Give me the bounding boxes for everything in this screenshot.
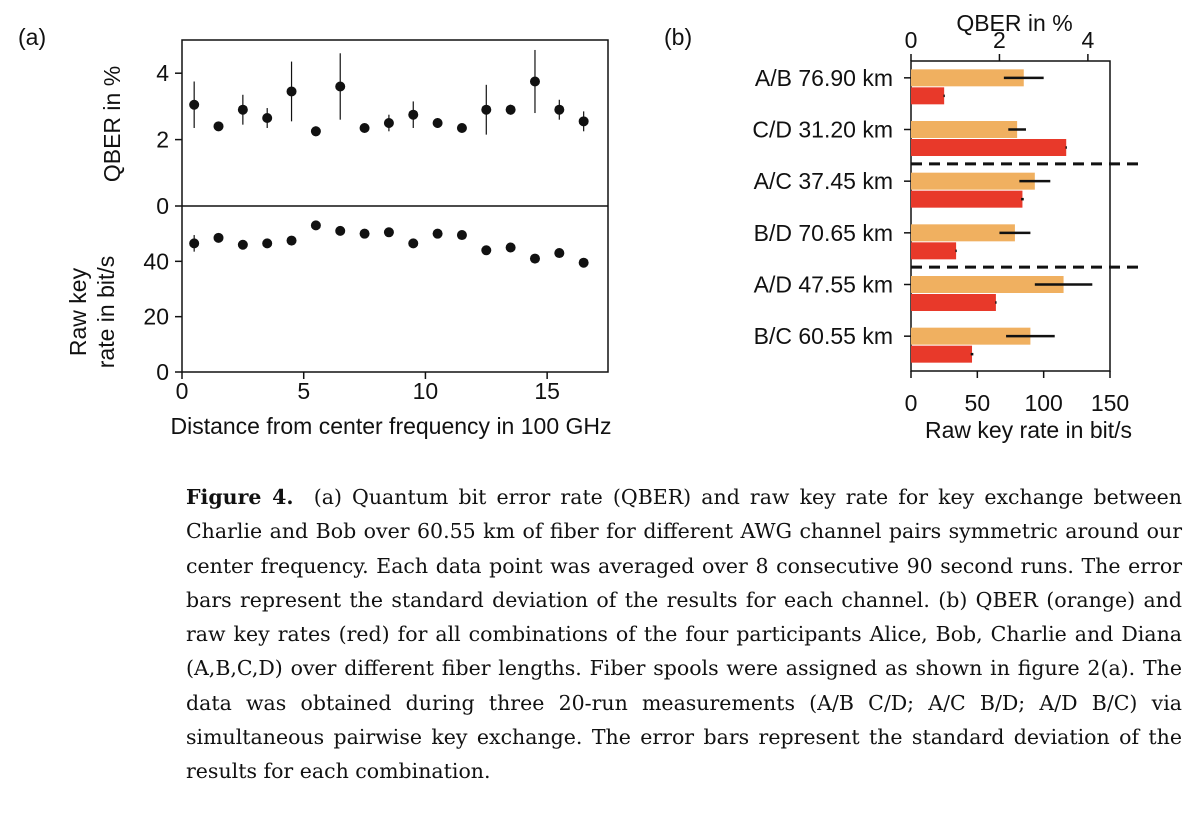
raw-point (578, 257, 589, 268)
qber-bar (911, 224, 1015, 242)
raw-bar (911, 87, 945, 105)
qber-point (408, 109, 419, 120)
category-label: A/C 37.45 km (754, 168, 893, 194)
panel-b-frame (910, 60, 1111, 372)
y-tick-label-raw: 20 (143, 304, 169, 330)
x-tick-label: 10 (413, 378, 439, 404)
y-axis-label-raw-line1: Raw key (65, 267, 91, 356)
y-tick-label-qber: 2 (156, 127, 169, 153)
qber-point (481, 104, 492, 115)
raw-bar (911, 242, 957, 260)
top-axis-label: QBER in % (956, 10, 1072, 36)
raw-point (432, 228, 443, 239)
top-tick-label: 0 (905, 27, 918, 53)
qber-point (359, 122, 370, 133)
raw-point (529, 253, 540, 264)
raw-point (262, 238, 273, 249)
raw-point (408, 238, 419, 249)
y-axis-label-raw-line2: rate in bit/s (93, 256, 119, 369)
raw-point (554, 248, 565, 259)
raw-point (237, 239, 248, 250)
y-axis-label-raw: Raw keyrate in bit/s (65, 256, 119, 369)
qber-point (189, 99, 200, 110)
caption-text: (a) Quantum bit error rate (QBER) and ra… (186, 485, 1182, 784)
bottom-tick-label: 150 (1091, 390, 1129, 416)
y-axis-label-qber: QBER in % (99, 66, 125, 182)
category-label: B/D 70.65 km (754, 220, 893, 246)
qber-point (456, 122, 467, 133)
bottom-axis-label: Raw key rate in bit/s (925, 417, 1132, 443)
bottom-tick-label: 50 (965, 390, 991, 416)
x-tick-label: 5 (297, 378, 310, 404)
raw-point (505, 242, 516, 253)
qber-point (529, 76, 540, 87)
raw-bar (911, 190, 1023, 208)
category-label: B/C 60.55 km (754, 323, 893, 349)
raw-point (481, 245, 492, 256)
raw-point (383, 227, 394, 238)
raw-point (213, 232, 224, 243)
raw-point (189, 238, 200, 249)
bottom-tick-label: 0 (905, 390, 918, 416)
top-tick-label: 2 (993, 27, 1006, 53)
panel-a-chart: 0 5 10 15 Distance from center frequency in … (65, 39, 612, 439)
qber-bar (911, 172, 1035, 190)
qber-point (262, 113, 273, 124)
caption-label: Figure 4. (186, 485, 294, 509)
qber-bar (911, 121, 1018, 138)
qber-point (286, 86, 297, 97)
qber-point (237, 104, 248, 115)
x-axis-label: Distance from center frequency in 100 GH… (170, 413, 611, 439)
raw-bar (911, 345, 973, 363)
qber-bar (911, 327, 1031, 345)
qber-point (383, 118, 394, 128)
qber-point (213, 121, 224, 132)
qber-point (335, 81, 346, 92)
x-tick-label: 0 (176, 378, 189, 404)
qber-point (310, 126, 321, 137)
y-tick-label-raw: 40 (143, 248, 169, 274)
y-tick-label-qber: 0 (156, 193, 169, 219)
raw-bar (911, 294, 996, 311)
raw-point (310, 220, 321, 231)
raw-point (286, 235, 297, 246)
y-tick-label-qber: 4 (156, 60, 169, 86)
category-label: A/D 47.55 km (754, 272, 893, 298)
raw-point (335, 225, 346, 236)
bottom-tick-label: 100 (1024, 390, 1062, 416)
qber-point (432, 118, 443, 128)
figure-canvas: (a) (b) 0 5 10 15 Distance from center frequ… (18, 10, 1140, 443)
panel-label-a: (a) (18, 24, 46, 50)
top-tick-label: 4 (1081, 27, 1094, 53)
qber-point (554, 104, 565, 115)
qber-bar (911, 69, 1024, 87)
x-tick-label: 15 (534, 378, 560, 404)
qber-bar (911, 276, 1064, 293)
qber-point (505, 104, 516, 115)
raw-bar (911, 139, 1067, 156)
panel-label-b: (b) (664, 24, 692, 50)
category-label: C/D 31.20 km (752, 117, 893, 143)
category-label: A/B 76.90 km (755, 65, 893, 91)
raw-point (359, 228, 370, 239)
y-tick-label-raw: 0 (156, 359, 169, 385)
figure-caption: Figure 4. (a) Quantum bit error rate (QB… (186, 480, 1182, 789)
raw-point (456, 230, 467, 241)
qber-point (578, 116, 589, 127)
